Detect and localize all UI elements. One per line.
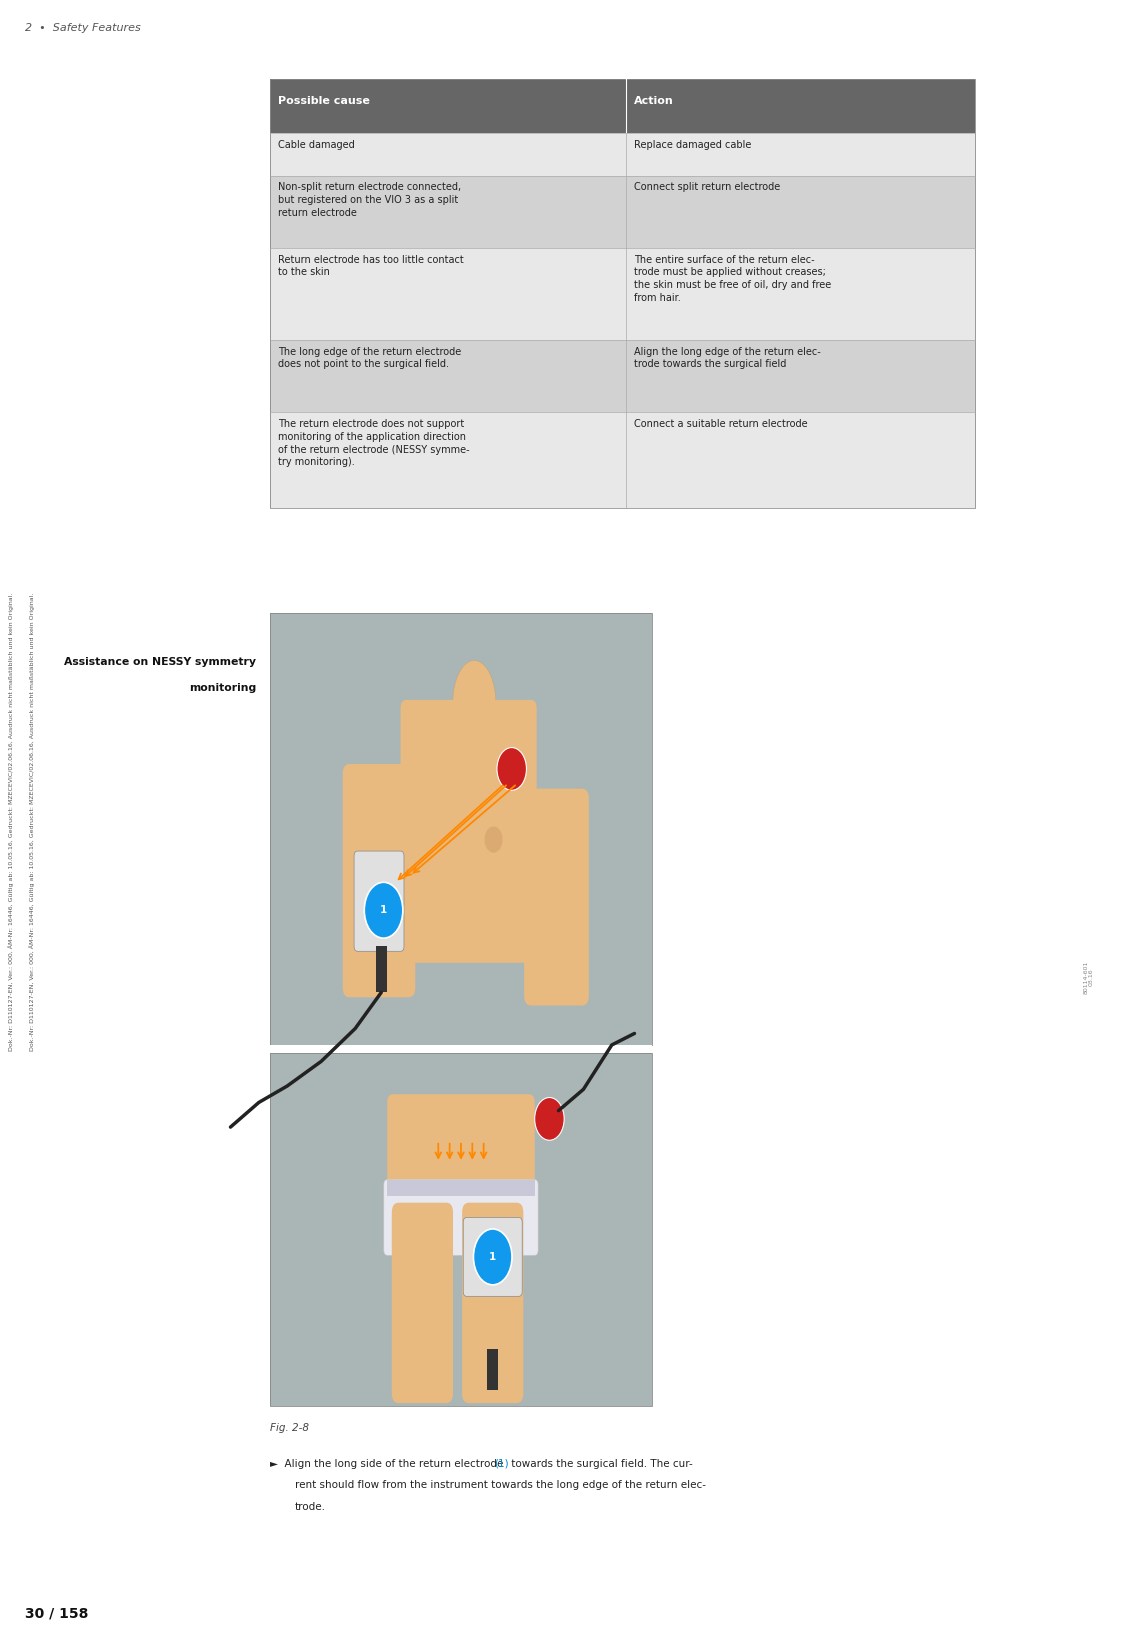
Text: 1: 1 (489, 1252, 497, 1262)
Bar (626, 248, 975, 340)
Text: The entire surface of the return elec-
trode must be applied without creases;
th: The entire surface of the return elec- t… (634, 255, 831, 302)
Bar (270, 340, 626, 412)
FancyBboxPatch shape (387, 1094, 534, 1226)
Text: Possible cause: Possible cause (278, 95, 370, 107)
Bar (270, 613, 652, 1045)
Bar (270, 613, 652, 1045)
Bar (488, 1349, 499, 1390)
Bar (270, 1053, 652, 1406)
FancyBboxPatch shape (383, 1180, 538, 1255)
Text: trode.: trode. (295, 1502, 325, 1512)
Text: 2  •  Safety Features: 2 • Safety Features (25, 23, 141, 33)
Ellipse shape (452, 660, 496, 746)
Text: towards the surgical field. The cur-: towards the surgical field. The cur- (508, 1459, 693, 1469)
Text: Replace damaged cable: Replace damaged cable (634, 140, 752, 150)
Bar (270, 1053, 652, 1406)
Bar (270, 1045, 652, 1052)
FancyBboxPatch shape (354, 851, 404, 951)
Bar (626, 340, 975, 412)
Text: Connect a suitable return electrode: Connect a suitable return electrode (634, 419, 807, 429)
Circle shape (474, 1229, 511, 1285)
FancyBboxPatch shape (524, 789, 589, 1006)
Circle shape (364, 882, 403, 938)
Circle shape (484, 826, 502, 853)
Text: The long edge of the return electrode
does not point to the surgical field.: The long edge of the return electrode do… (278, 347, 462, 370)
Bar (270, 79, 975, 133)
FancyBboxPatch shape (342, 764, 415, 997)
Text: Connect split return electrode: Connect split return electrode (634, 182, 780, 192)
Text: The return electrode does not support
monitoring of the application direction
of: The return electrode does not support mo… (278, 419, 469, 467)
FancyBboxPatch shape (462, 1203, 523, 1403)
Text: Return electrode has too little contact
to the skin: Return electrode has too little contact … (278, 255, 464, 278)
Text: Fig. 2-8: Fig. 2-8 (270, 1423, 308, 1433)
Text: monitoring: monitoring (189, 683, 256, 693)
Text: Assistance on NESSY symmetry: Assistance on NESSY symmetry (65, 657, 256, 667)
Bar (270, 412, 626, 508)
Bar (457, 700, 480, 733)
Circle shape (535, 1098, 564, 1140)
Bar (626, 176, 975, 248)
FancyBboxPatch shape (400, 700, 536, 963)
Bar (270, 176, 626, 248)
Text: Cable damaged: Cable damaged (278, 140, 355, 150)
Text: Non-split return electrode connected,
but registered on the VIO 3 as a split
ret: Non-split return electrode connected, bu… (278, 182, 460, 219)
Bar (270, 133, 626, 176)
Text: Dok.-Nr: D110127-EN, Ver.: 000, ÄM-Nr: 16446, Gültig ab: 10.05.16, Gedruckt: MZE: Dok.-Nr: D110127-EN, Ver.: 000, ÄM-Nr: 1… (28, 593, 35, 1050)
Text: 1: 1 (380, 905, 387, 915)
FancyBboxPatch shape (392, 1203, 452, 1403)
Text: rent should flow from the instrument towards the long edge of the return elec-: rent should flow from the instrument tow… (295, 1480, 705, 1490)
Text: Dok.-Nr: D110127-EN, Ver.: 000, ÄM-Nr: 16446, Gültig ab: 10.05.16, Gedruckt: MZE: Dok.-Nr: D110127-EN, Ver.: 000, ÄM-Nr: 1… (8, 593, 15, 1050)
Bar (626, 412, 975, 508)
Text: 80114-601
03.16: 80114-601 03.16 (1083, 961, 1094, 994)
Text: ►  Align the long side of the return electrode: ► Align the long side of the return elec… (270, 1459, 507, 1469)
Text: Align the long edge of the return elec-
trode towards the surgical field: Align the long edge of the return elec- … (634, 347, 821, 370)
Bar (387, 1180, 535, 1196)
Bar (270, 248, 626, 340)
Circle shape (497, 748, 526, 790)
Bar (270, 79, 975, 508)
Text: Action: Action (634, 95, 674, 107)
Text: 30 / 158: 30 / 158 (25, 1607, 88, 1622)
Bar (626, 133, 975, 176)
Text: (1): (1) (493, 1459, 508, 1469)
Bar (375, 946, 387, 992)
FancyBboxPatch shape (463, 1217, 522, 1296)
